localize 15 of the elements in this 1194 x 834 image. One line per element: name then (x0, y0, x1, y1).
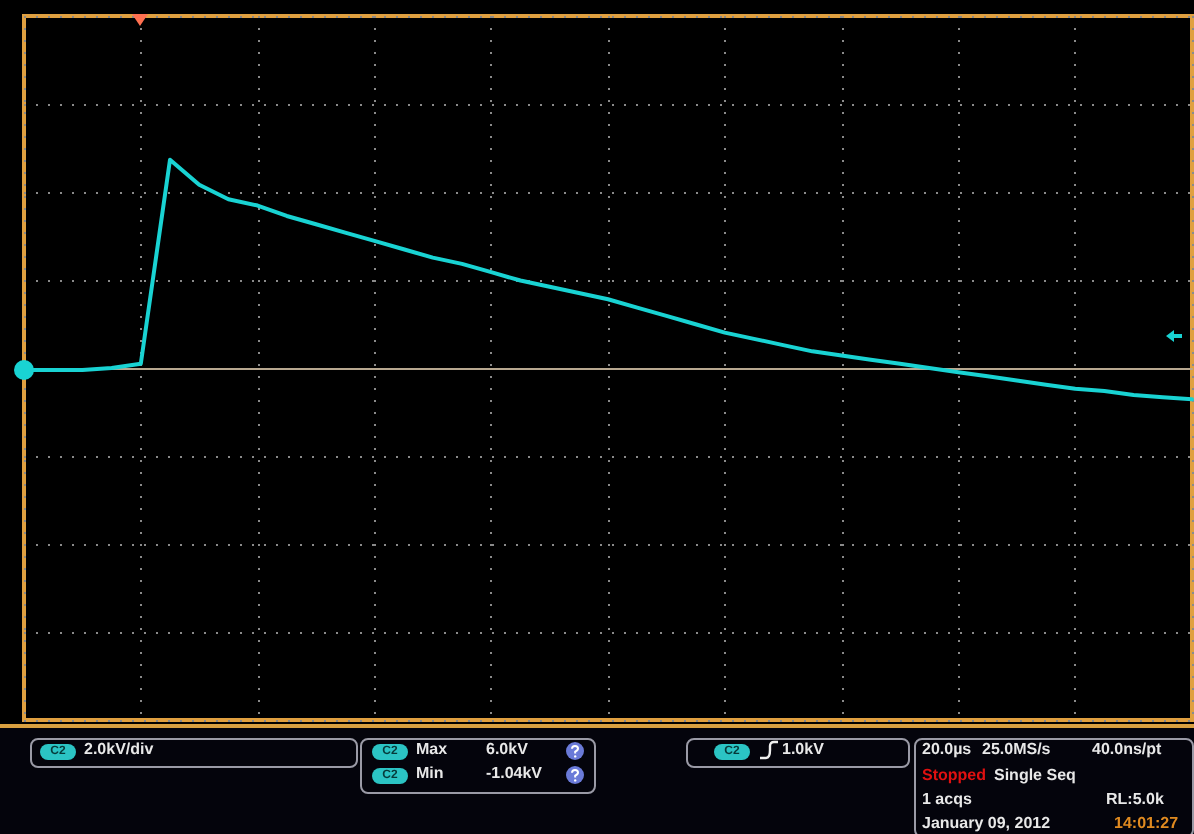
text: 2.0kV/div (84, 740, 154, 760)
text: 20.0µs (922, 740, 972, 760)
text: -1.04kV (486, 764, 543, 784)
text: 25.0MS/s (982, 740, 1051, 760)
text: Min (416, 764, 444, 784)
text: 1.0kV (782, 740, 824, 760)
text: 14:01:27 (1114, 814, 1179, 834)
text: Max (416, 740, 448, 760)
text: January 09, 2012 (922, 814, 1051, 834)
text: Single Seq (994, 766, 1076, 786)
text: 6.0kV (486, 740, 528, 760)
text: Stopped (922, 766, 986, 786)
text: 40.0ns/pt (1092, 740, 1162, 760)
text: RL:5.0k (1106, 790, 1164, 810)
text: 1 acqs (922, 790, 972, 810)
